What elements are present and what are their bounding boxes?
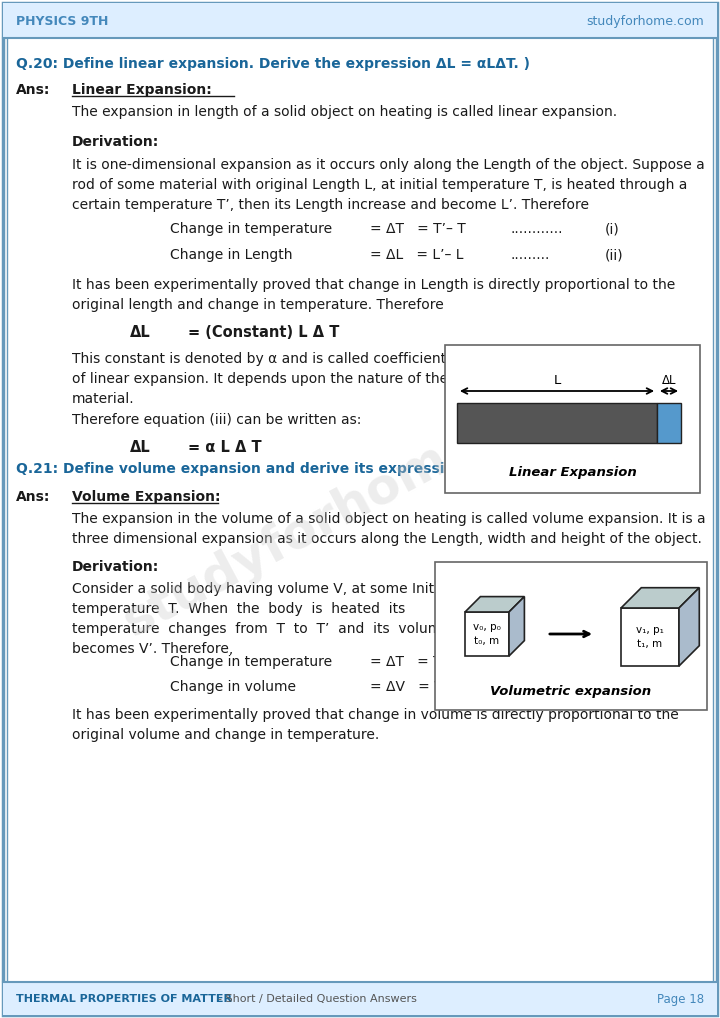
Text: Derivation:: Derivation: bbox=[72, 560, 159, 574]
Bar bbox=[3, 3, 717, 38]
Text: rod of some material with original Length L, at initial temperature T, is heated: rod of some material with original Lengt… bbox=[72, 178, 688, 192]
Text: temperature  changes  from  T  to  T’  and  its  volume: temperature changes from T to T’ and its… bbox=[72, 622, 450, 636]
Text: The expansion in the volume of a solid object on heating is called volume expans: The expansion in the volume of a solid o… bbox=[72, 512, 706, 526]
Text: (i): (i) bbox=[605, 222, 620, 236]
Text: of linear expansion. It depends upon the nature of the: of linear expansion. It depends upon the… bbox=[72, 372, 448, 386]
Bar bbox=[465, 612, 509, 656]
Text: It has been experimentally proved that change in Length is directly proportional: It has been experimentally proved that c… bbox=[72, 278, 675, 292]
Text: (ii): (ii) bbox=[568, 680, 587, 694]
Text: Volumetric expansion: Volumetric expansion bbox=[490, 685, 652, 698]
Text: = ΔT   = T’ – T: = ΔT = T’ – T bbox=[370, 655, 470, 669]
Bar bbox=[657, 403, 681, 443]
Text: studyforhome.com: studyforhome.com bbox=[586, 14, 704, 27]
Text: ΔL: ΔL bbox=[130, 440, 150, 455]
Text: The expansion in length of a solid object on heating is called linear expansion.: The expansion in length of a solid objec… bbox=[72, 105, 617, 119]
Text: v₀, p₀
t₀, m: v₀, p₀ t₀, m bbox=[473, 622, 501, 645]
Text: Q.21: Define volume expansion and derive its expression.: Q.21: Define volume expansion and derive… bbox=[16, 462, 469, 476]
Text: original length and change in temperature. Therefore: original length and change in temperatur… bbox=[72, 298, 444, 312]
Polygon shape bbox=[509, 597, 524, 656]
Text: This constant is denoted by α and is called coefficient: This constant is denoted by α and is cal… bbox=[72, 352, 446, 366]
Text: material.: material. bbox=[72, 392, 135, 406]
Text: It is one-dimensional expansion as it occurs only along the Length of the object: It is one-dimensional expansion as it oc… bbox=[72, 158, 705, 172]
Text: Ans:: Ans: bbox=[16, 83, 50, 97]
Text: becomes V’. Therefore,: becomes V’. Therefore, bbox=[72, 642, 233, 656]
Text: = ΔL   = L’– L: = ΔL = L’– L bbox=[370, 248, 464, 262]
Text: (i): (i) bbox=[568, 655, 582, 669]
Bar bbox=[445, 345, 700, 493]
Polygon shape bbox=[679, 587, 699, 666]
Text: Change in temperature: Change in temperature bbox=[170, 222, 332, 236]
Text: three dimensional expansion as it occurs along the Length, width and height of t: three dimensional expansion as it occurs… bbox=[72, 532, 702, 546]
Text: - Short / Detailed Question Answers: - Short / Detailed Question Answers bbox=[218, 994, 417, 1004]
Text: Ans:: Ans: bbox=[16, 490, 50, 504]
Text: Volume Expansion:: Volume Expansion: bbox=[72, 490, 220, 504]
Text: temperature  T.  When  the  body  is  heated  its: temperature T. When the body is heated i… bbox=[72, 602, 405, 616]
Text: = (Constant) L Δ T: = (Constant) L Δ T bbox=[188, 325, 339, 340]
Text: L: L bbox=[554, 374, 561, 387]
Text: Change in temperature: Change in temperature bbox=[170, 655, 332, 669]
Text: Derivation:: Derivation: bbox=[72, 135, 159, 149]
Polygon shape bbox=[465, 597, 524, 612]
Text: Change in volume: Change in volume bbox=[170, 680, 296, 694]
Bar bbox=[435, 562, 707, 710]
Text: v₁, p₁
t₁, m: v₁, p₁ t₁, m bbox=[636, 625, 664, 648]
Text: Linear Expansion:: Linear Expansion: bbox=[72, 83, 212, 97]
Text: ΔL: ΔL bbox=[130, 325, 150, 340]
Text: = ΔT   = T’– T: = ΔT = T’– T bbox=[370, 222, 466, 236]
Text: .......: ....... bbox=[505, 655, 536, 669]
Text: .......: ....... bbox=[505, 680, 536, 694]
Bar bbox=[3, 982, 717, 1015]
Text: Linear Expansion: Linear Expansion bbox=[508, 466, 636, 479]
Text: ............: ............ bbox=[510, 222, 562, 236]
Text: It has been experimentally proved that change in volume is directly proportional: It has been experimentally proved that c… bbox=[72, 708, 679, 722]
Text: .........: ......... bbox=[510, 248, 549, 262]
Text: Consider a solid body having volume V, at some Initial: Consider a solid body having volume V, a… bbox=[72, 582, 451, 596]
Text: THERMAL PROPERTIES OF MATTER: THERMAL PROPERTIES OF MATTER bbox=[16, 994, 232, 1004]
Text: = α L Δ T: = α L Δ T bbox=[188, 440, 261, 455]
Text: studyforhome.com: studyforhome.com bbox=[114, 354, 606, 645]
Bar bbox=[621, 608, 679, 666]
Text: certain temperature T’, then its Length increase and become L’. Therefore: certain temperature T’, then its Length … bbox=[72, 197, 589, 212]
Text: Therefore equation (iii) can be written as:: Therefore equation (iii) can be written … bbox=[72, 413, 361, 427]
Text: Page 18: Page 18 bbox=[657, 993, 704, 1006]
Text: (ii): (ii) bbox=[605, 248, 624, 262]
Text: original volume and change in temperature.: original volume and change in temperatur… bbox=[72, 728, 379, 742]
Bar bbox=[457, 403, 657, 443]
Text: Q.20: Define linear expansion. Derive the expression ΔL = αLΔT. ): Q.20: Define linear expansion. Derive th… bbox=[16, 57, 530, 71]
Text: ΔL: ΔL bbox=[662, 374, 676, 387]
Text: PHYSICS 9TH: PHYSICS 9TH bbox=[16, 14, 109, 27]
Polygon shape bbox=[621, 587, 699, 608]
Text: = ΔV   = V’ – V: = ΔV = V’ – V bbox=[370, 680, 473, 694]
Text: Change in Length: Change in Length bbox=[170, 248, 292, 262]
